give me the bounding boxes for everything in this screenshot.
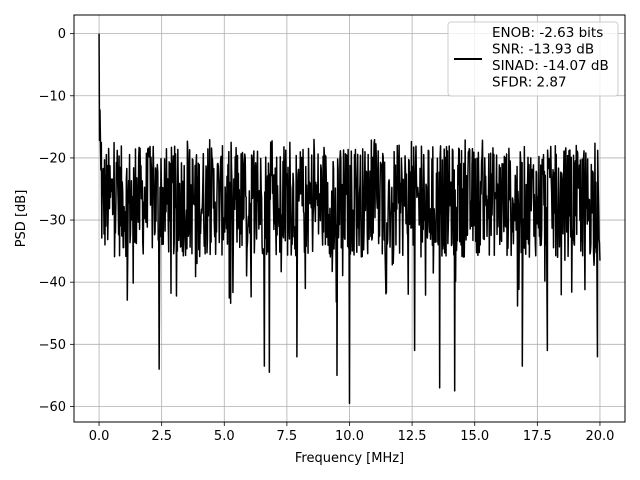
x-tick-label: 2.5 bbox=[151, 429, 172, 444]
legend-box bbox=[447, 21, 619, 97]
series-layer bbox=[98, 33, 601, 405]
legend: ENOB: -2.63 bits SNR: -13.93 dB SINAD: -… bbox=[447, 21, 619, 97]
x-tick-label: 17.5 bbox=[523, 429, 552, 444]
legend-entry-sinad: SINAD: -14.07 dB bbox=[492, 58, 609, 74]
x-axis-label: Frequency [MHz] bbox=[295, 451, 404, 466]
y-tick-label: −40 bbox=[39, 276, 66, 291]
y-axis-label: PSD [dB] bbox=[14, 190, 29, 248]
y-axis-ticks: 0 −10 −20 −30 −40 −50 −60 bbox=[39, 27, 74, 415]
y-tick-label: 0 bbox=[58, 27, 66, 42]
y-tick-label: −20 bbox=[39, 151, 66, 166]
x-tick-label: 7.5 bbox=[277, 429, 298, 444]
legend-entry-enob: ENOB: -2.63 bits bbox=[492, 25, 603, 41]
x-tick-label: 5.0 bbox=[214, 429, 235, 444]
y-tick-label: −60 bbox=[39, 400, 66, 415]
x-tick-label: 0.0 bbox=[89, 429, 110, 444]
y-tick-label: −10 bbox=[39, 89, 66, 104]
psd-series-line bbox=[98, 33, 601, 405]
legend-entry-sfdr: SFDR: 2.87 bbox=[492, 75, 567, 91]
x-tick-label: 15.0 bbox=[460, 429, 489, 444]
legend-entry-snr: SNR: -13.93 dB bbox=[492, 42, 594, 58]
x-tick-label: 10.0 bbox=[335, 429, 364, 444]
x-axis-ticks: 0.0 2.5 5.0 7.5 10.0 12.5 15.0 17.5 20.0 bbox=[89, 422, 614, 444]
y-tick-label: −30 bbox=[39, 214, 66, 229]
y-tick-label: −50 bbox=[39, 338, 66, 353]
x-tick-label: 12.5 bbox=[398, 429, 427, 444]
x-tick-label: 20.0 bbox=[585, 429, 614, 444]
